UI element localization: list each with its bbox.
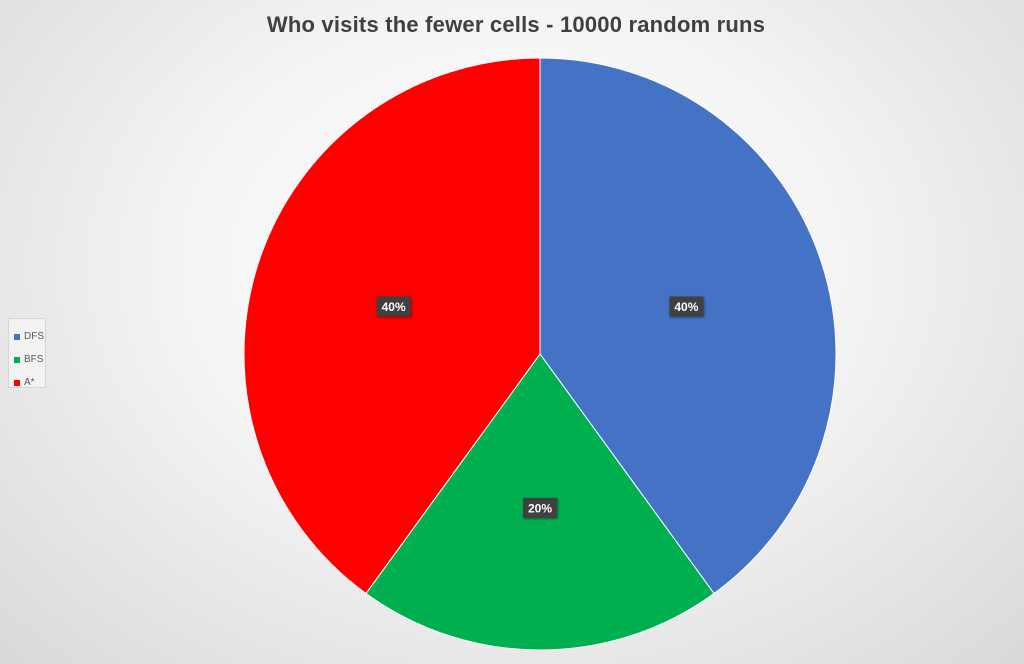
pie-slice-a — [243, 57, 541, 595]
data-label-a: 40% — [376, 296, 411, 317]
data-label-box — [376, 296, 411, 317]
legend-item-dfs: DFS — [14, 325, 45, 348]
legend-swatch — [14, 333, 20, 340]
legend-label: DFS — [24, 331, 44, 342]
legend-swatch — [14, 356, 20, 363]
data-label-text: 20% — [528, 501, 552, 515]
data-label-text: 40% — [674, 300, 698, 314]
legend-item-a: A* — [14, 371, 45, 394]
legend-label: BFS — [24, 354, 44, 365]
legend-item-bfs: BFS — [14, 348, 45, 371]
data-label-text: 40% — [382, 300, 406, 314]
data-label-box — [523, 497, 557, 518]
data-label-dfs: 40% — [669, 296, 704, 317]
data-label-bfs: 20% — [523, 497, 557, 518]
legend: DFS BFS A* — [8, 318, 46, 388]
legend-label: A* — [24, 377, 35, 388]
pie-slice-dfs — [539, 57, 837, 595]
data-label-box — [669, 296, 704, 317]
pie-data-labels: 40% 20% 40% — [376, 296, 704, 518]
pie-slices — [243, 57, 837, 651]
chart-title: Who visits the fewer cells - 10000 rando… — [266, 12, 766, 37]
legend-swatch — [14, 379, 20, 386]
